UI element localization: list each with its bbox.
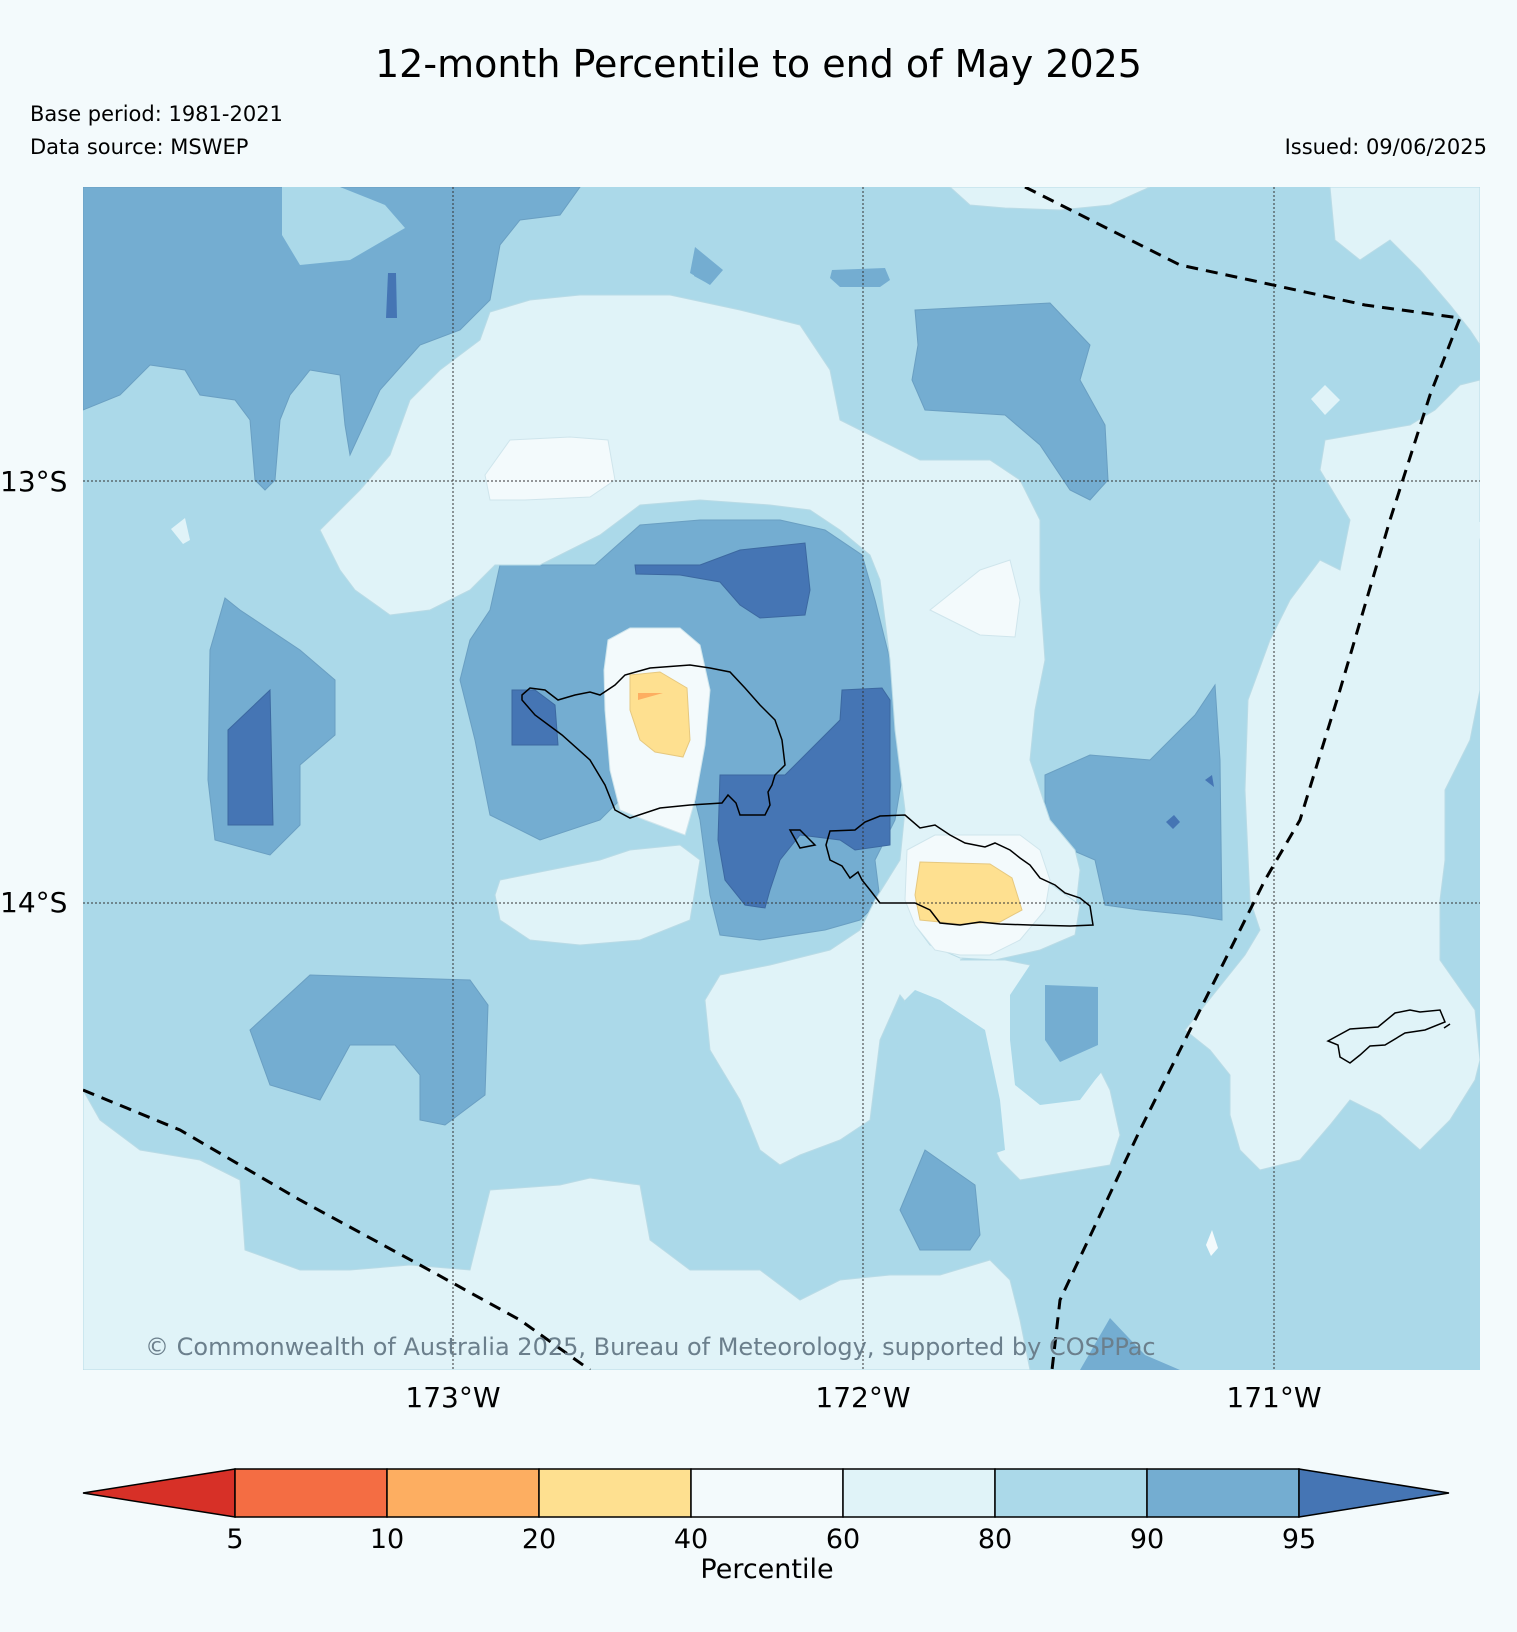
colorbar-swatch-5-10 (234, 1468, 388, 1518)
colorbar-swatch-lt5 (82, 1468, 236, 1518)
copyright-text: © Commonwealth of Australia 2025, Bureau… (145, 1333, 1156, 1361)
colorbar-tick-95: 95 (1282, 1524, 1316, 1555)
band-gt95-dot-1 (1166, 815, 1180, 829)
band-90-95-blob-small-1 (690, 247, 723, 285)
coastlines (521, 664, 1451, 1064)
colorbar-swatch-80-90 (994, 1468, 1148, 1518)
colorbar-tick-80: 80 (978, 1524, 1012, 1555)
colorbar-swatch-20-40 (538, 1468, 692, 1518)
band-gt95-dot-2 (1205, 775, 1214, 787)
colorbar-swatch-60-80 (842, 1468, 996, 1518)
band-gt95-region-n (634, 542, 811, 619)
band-10-20-sliver (638, 693, 663, 700)
upolu-island-outline (521, 664, 786, 819)
band-40-60-dot-1 (1206, 1230, 1218, 1256)
band-40-60-region-ne (929, 559, 1021, 638)
band-gt95-sliver (386, 273, 397, 318)
colorbar-tick-40: 40 (674, 1524, 708, 1555)
colorbar-swatch-40-60 (690, 1468, 844, 1518)
colorbar-swatch-10-20 (386, 1468, 540, 1518)
tutuila-island-outline (1326, 1009, 1446, 1064)
graticule (83, 187, 1480, 1370)
band-60-80-dot-2 (1311, 385, 1340, 415)
band-80-90-region-s-inner (895, 990, 1005, 1165)
colorbar-swatch-90-95 (1146, 1468, 1300, 1518)
band-60-80-region-sw (83, 1088, 1031, 1370)
band-gt95-region-w (227, 688, 274, 826)
eez-boundaries (83, 187, 1463, 1370)
data-source-text: Data source: MSWEP (30, 135, 249, 159)
band-40-60-region-n (484, 436, 616, 501)
savaii-island-outline (825, 814, 1094, 927)
band-60-80-region-lower-island (494, 844, 701, 946)
lat-label-14s: 14°S (0, 886, 67, 919)
lon-label-172w: 172°W (815, 1381, 910, 1414)
band-90-95-region-ne (911, 302, 1109, 501)
colorbar-tick-10: 10 (370, 1524, 404, 1555)
colorbar-label: Percentile (700, 1554, 833, 1585)
band-90-95-blob-small-4 (1080, 1318, 1180, 1370)
colorbar-tick-20: 20 (522, 1524, 556, 1555)
colorbar-tick-5: 5 (226, 1524, 243, 1555)
band-60-80-dot-3 (1476, 522, 1480, 540)
lat-label-13s: 13°S (0, 465, 67, 498)
page-title: 12-month Percentile to end of May 2025 (375, 42, 1142, 86)
band-60-80-region-e (1184, 187, 1480, 1171)
issued-date-text: Issued: 09/06/2025 (1284, 135, 1487, 159)
colorbar-tick-90: 90 (1130, 1524, 1164, 1555)
lon-label-173w: 173°W (405, 1381, 500, 1414)
band-90-95-region-sw (249, 974, 489, 1126)
map-area: © Commonwealth of Australia 2025, Bureau… (83, 187, 1480, 1370)
band-90-95-region-s (899, 1149, 981, 1251)
lon-label-171w: 171°W (1226, 1381, 1321, 1414)
base-period-text: Base period: 1981-2021 (30, 102, 283, 126)
band-gt95-region-west-island (511, 689, 559, 746)
band-gt95-region-center (717, 687, 891, 909)
colorbar (82, 1468, 1450, 1518)
band-90-95-blob-small-2 (830, 268, 890, 287)
band-80-90-hole-nw (282, 187, 405, 265)
band-90-95-region-nw (83, 187, 581, 491)
colorbar-tick-60: 60 (826, 1524, 860, 1555)
colorbar-swatch-gt95 (1298, 1468, 1450, 1518)
band-90-95-region-center-hole (1045, 985, 1098, 1062)
band-60-80-dot-1 (171, 518, 190, 544)
